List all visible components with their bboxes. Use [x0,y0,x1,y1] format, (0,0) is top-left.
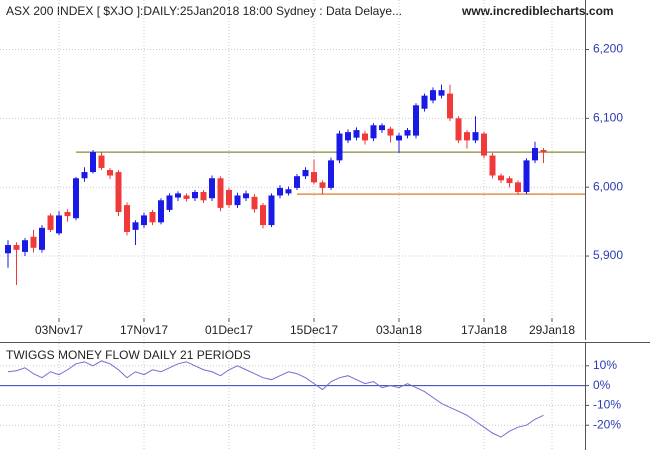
x-tick-label: 17Jan18 [461,323,507,337]
candle-body [464,132,470,141]
candle-body [200,192,207,201]
candle-body [353,130,360,138]
candle-body [166,195,173,210]
candle-body [90,152,96,173]
chart-title: ASX 200 INDEX [ $XJO ]:DAILY:25Jan2018 1… [6,4,402,18]
candle-body [523,160,530,193]
candle-body [56,215,62,234]
candle-body [421,95,428,109]
x-tick-label: 03Jan18 [376,323,422,337]
x-tick-label: 15Dec17 [290,323,338,337]
candle-body [13,245,20,250]
candle-body [472,132,479,141]
candle-body [277,187,283,196]
candle-body [515,182,521,193]
candle-body [149,211,156,223]
candle-body [115,172,122,212]
candle-body [328,160,334,188]
candle-body [319,182,326,188]
y-tick-label: 10% [593,358,617,372]
candle-body [30,236,37,248]
candle-body [294,176,300,188]
candle-body [39,227,45,250]
candle-body [311,172,317,183]
candle-body [302,170,309,177]
candle-body [81,172,88,179]
y-tick-label: 6,000 [593,179,623,193]
x-tick-label: 01Dec17 [205,323,253,337]
candle-body [175,193,181,198]
candle-body [506,178,513,184]
candle-body [22,240,28,252]
source: www.incrediblecharts.com [461,4,614,18]
candle-body [132,222,139,230]
y-tick-label: 5,900 [593,248,623,262]
candle-body [209,178,215,199]
candle-body [430,90,436,101]
candle-body [268,195,275,226]
y-tick-label: -20% [593,417,621,431]
candle-body [362,133,368,141]
candle-body [192,192,198,199]
candle-body [336,133,343,161]
candle-body [396,135,402,141]
candle-body [379,125,385,131]
candle-body [438,90,445,96]
candle-body [455,118,462,141]
candle-body [413,105,419,136]
candle-body [260,205,266,226]
y-tick-label: 0% [593,378,611,392]
candle-body [345,132,351,141]
candle-body [489,155,496,176]
candle-body [107,170,113,176]
candle-body [226,189,232,206]
y-tick-label: -10% [593,398,621,412]
candle-body [370,125,377,139]
y-tick-label: 6,200 [593,42,623,56]
candle-body [158,200,164,223]
money-flow-line [7,360,544,438]
candle-body [285,189,292,194]
candle-body [73,178,79,219]
candle-body [141,215,147,226]
candle-body [387,128,394,136]
indicator-title: TWIGGS MONEY FLOW DAILY 21 PERIODS [6,348,251,362]
candle-body [183,195,190,199]
candle-body [498,175,504,181]
candle-body [447,93,453,119]
x-tick-label: 29Jan18 [529,323,575,337]
candle-body [217,178,224,208]
candle-body [540,150,547,153]
candle-body [243,193,249,199]
candle-body [404,130,411,136]
candle-body [481,133,487,156]
y-tick-label: 6,100 [593,111,623,125]
candle-body [532,147,538,161]
candle-body [251,196,258,210]
candle-body [5,245,11,254]
candle-body [234,195,241,206]
candle-body [47,215,54,230]
candle-body [64,211,71,217]
x-tick-label: 17Nov17 [120,323,168,337]
candle-body [124,205,130,232]
candle-body [98,155,105,168]
x-tick-label: 03Nov17 [35,323,83,337]
